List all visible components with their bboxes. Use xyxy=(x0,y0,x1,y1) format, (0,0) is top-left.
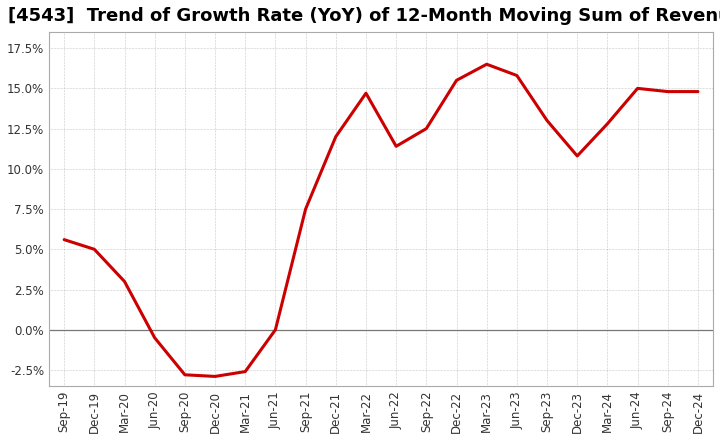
Title: [4543]  Trend of Growth Rate (YoY) of 12-Month Moving Sum of Revenues: [4543] Trend of Growth Rate (YoY) of 12-… xyxy=(8,7,720,25)
